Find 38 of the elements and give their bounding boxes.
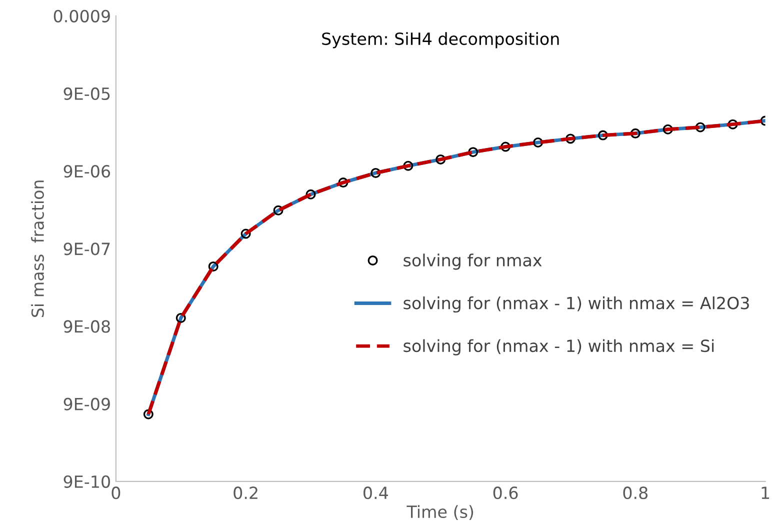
legend-label: solving for nmax xyxy=(404,254,542,270)
point xyxy=(533,137,544,148)
y-tick-label: 9E-09 xyxy=(64,398,110,410)
y-tick-label: 9E-05 xyxy=(64,87,110,100)
point xyxy=(695,122,706,132)
x-tick-label: 1 xyxy=(762,486,770,499)
point xyxy=(143,409,154,420)
point xyxy=(338,178,348,188)
y-tick-label: 9E-08 xyxy=(64,320,110,333)
point xyxy=(598,130,608,140)
legend-label: solving for (nmax - 1) with nmax = Al2O3 xyxy=(404,296,749,313)
x-tick-label: 0.2 xyxy=(234,486,258,500)
x-tick-label: 0.4 xyxy=(364,486,388,500)
point xyxy=(176,312,186,323)
point xyxy=(662,124,673,134)
point xyxy=(436,154,446,164)
y-tick-label: 9E-10 xyxy=(64,475,110,488)
text: System: SiH4 decomposition xyxy=(322,32,559,48)
point xyxy=(630,128,640,138)
point xyxy=(208,261,218,272)
y-tick-label: 9E-07 xyxy=(64,242,110,256)
point xyxy=(500,142,511,152)
point xyxy=(273,205,284,216)
y-tick-label: 0.0009 xyxy=(54,10,110,22)
x-tick-label: 0 xyxy=(112,486,120,500)
x-axis-title: Time (s) xyxy=(406,505,474,520)
x-tick-label: 0.6 xyxy=(493,486,518,500)
point xyxy=(565,134,576,144)
point xyxy=(468,147,478,158)
point xyxy=(728,119,738,130)
point xyxy=(306,189,316,200)
point xyxy=(370,168,381,178)
point xyxy=(403,160,414,171)
y-axis-title: Si mass fraction xyxy=(31,180,44,317)
y-tick-label: 9E-06 xyxy=(64,165,110,178)
x-tick-label: 0.8 xyxy=(623,486,648,500)
point xyxy=(240,228,251,239)
legend-label: solving for (nmax - 1) with nmax = Si xyxy=(404,339,714,356)
